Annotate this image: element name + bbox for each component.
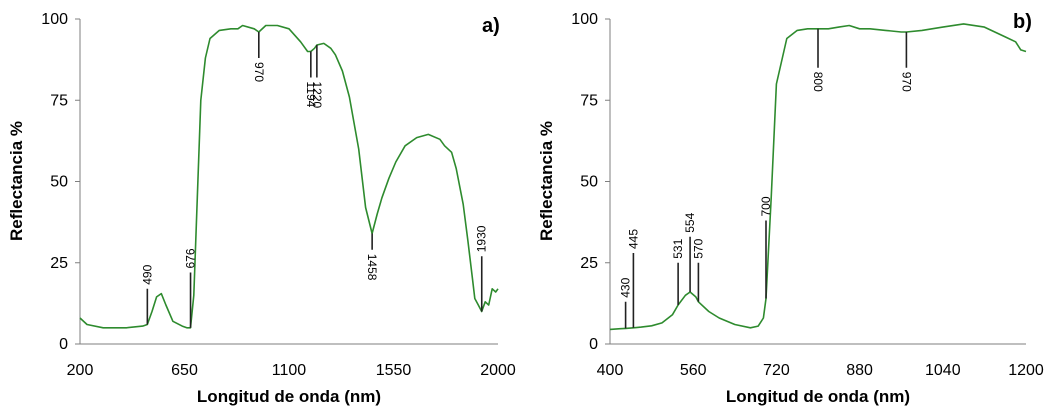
panel-a-reflectance-line <box>79 24 499 329</box>
panel-a-x-tick-label: 650 <box>171 362 198 379</box>
panel-a-annotation-label: 490 <box>140 264 154 284</box>
panel-a-x-axis-title: Longitud de onda (nm) <box>197 387 381 406</box>
panel-b-y-tick-label: 25 <box>580 255 598 272</box>
panel-b-reflectance-line <box>609 23 1027 331</box>
panel-a-x-tick-label: 1550 <box>376 362 412 379</box>
panel-a-y-tick-label: 0 <box>59 336 68 353</box>
panel-a-y-axis-title: Reflectancia % <box>7 121 26 241</box>
panel-a-annotation-label: 970 <box>252 62 266 82</box>
panel-b-x-tick-label: 400 <box>597 362 624 379</box>
panel-a-annotation-label: 1458 <box>365 254 379 281</box>
panel-b-annotation-label: 531 <box>671 238 685 258</box>
panel-b-annotation-label: 800 <box>811 72 825 92</box>
panel-a-x-tick-label: 2000 <box>480 362 516 379</box>
panel-a-x-tick-label: 200 <box>67 362 94 379</box>
panel-a-x-tick-label: 1100 <box>272 362 307 379</box>
panel-b: b) Longitud de onda (nm) Reflectancia % … <box>537 11 1044 406</box>
panel-a-label: a) <box>482 15 500 37</box>
panel-b-annotation-label: 554 <box>683 212 697 232</box>
panel-b-y-tick-label: 100 <box>571 11 598 28</box>
panel-b-x-tick-label: 1040 <box>925 362 961 379</box>
panel-a-y-tick-label: 50 <box>50 174 68 191</box>
panel-a: a) Longitud de onda (nm) Reflectancia % … <box>7 11 516 406</box>
panel-a-y-tick-label: 100 <box>41 11 68 28</box>
panel-a-y-tick-label: 25 <box>50 255 68 272</box>
panel-b-label: b) <box>1013 11 1032 33</box>
panel-b-y-axis-title: Reflectancia % <box>537 121 556 241</box>
panel-b-x-tick-label: 1200 <box>1008 362 1044 379</box>
panel-b-annotation-label: 445 <box>626 229 640 249</box>
panel-b-x-tick-label: 720 <box>763 362 790 379</box>
panel-b-annotation-label: 700 <box>759 196 773 216</box>
panel-b-x-axis-title: Longitud de onda (nm) <box>726 387 910 406</box>
panel-b-y-tick-label: 0 <box>589 336 598 353</box>
panel-a-annotation-label: 1194 <box>304 82 318 108</box>
panel-b-y-tick-label: 75 <box>580 92 598 109</box>
panel-a-annotation-label: 1930 <box>475 225 489 252</box>
panel-b-y-tick-label: 50 <box>580 174 598 191</box>
panel-b-x-tick-label: 880 <box>846 362 873 379</box>
panel-b-x-tick-label: 560 <box>680 362 707 379</box>
panel-b-annotation-label: 570 <box>691 238 705 258</box>
panel-a-y-tick-label: 75 <box>50 92 68 109</box>
panel-b-annotation-label: 430 <box>619 277 633 297</box>
panel-a-annotation-label: 1220 <box>310 82 324 109</box>
panel-a-annotation-label: 676 <box>184 248 198 268</box>
panel-b-annotation-label: 970 <box>899 72 913 92</box>
